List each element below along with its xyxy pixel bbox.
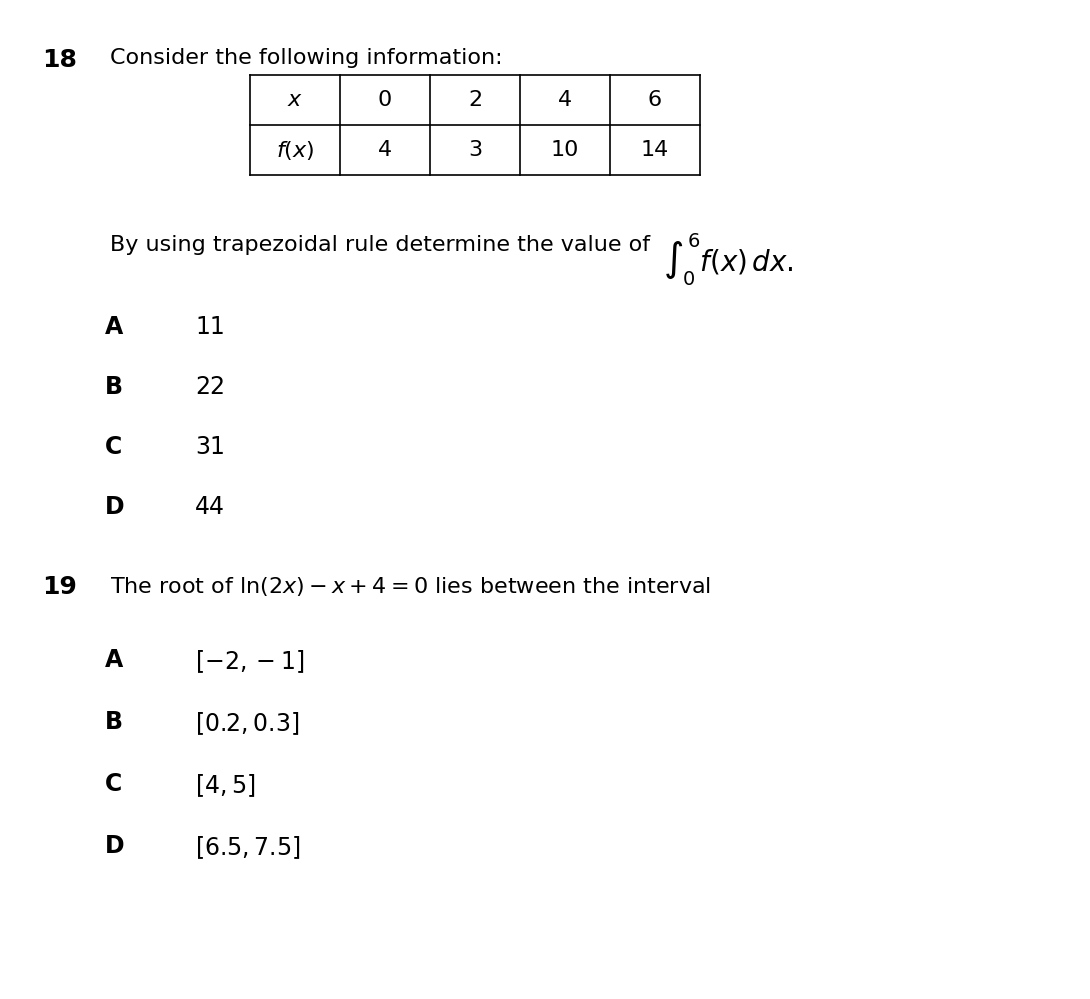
Text: 19: 19 [43,575,77,599]
Text: B: B [105,710,123,734]
Text: By using trapezoidal rule determine the value of: By using trapezoidal rule determine the … [110,235,650,255]
Text: B: B [105,375,123,399]
Text: 14: 14 [641,140,669,160]
Text: $\int_0^6 f(x)\,dx.$: $\int_0^6 f(x)\,dx.$ [663,231,794,288]
Text: A: A [105,648,123,672]
Text: $[4,5]$: $[4,5]$ [195,772,255,799]
Text: 10: 10 [550,140,579,160]
Text: $[-2,-1]$: $[-2,-1]$ [195,648,304,674]
Text: 3: 3 [468,140,482,160]
Text: D: D [105,495,124,519]
Text: 18: 18 [43,48,77,72]
Text: $[6.5,7.5]$: $[6.5,7.5]$ [195,834,301,861]
Text: C: C [105,772,122,796]
Text: C: C [105,435,122,459]
Text: 4: 4 [558,90,572,110]
Text: 31: 31 [195,435,225,459]
Text: Consider the following information:: Consider the following information: [110,48,502,68]
Text: A: A [105,315,123,339]
Text: 4: 4 [378,140,392,160]
Text: 2: 2 [468,90,482,110]
Text: $f(x)$: $f(x)$ [276,139,314,162]
Text: 22: 22 [195,375,225,399]
Text: D: D [105,834,124,858]
Text: $x$: $x$ [287,90,303,110]
Text: 11: 11 [195,315,225,339]
Text: 6: 6 [647,90,662,110]
Text: The root of $\ln(2x)-x+4=0$ lies between the interval: The root of $\ln(2x)-x+4=0$ lies between… [110,575,711,598]
Text: 44: 44 [195,495,225,519]
Text: $[0.2,0.3]$: $[0.2,0.3]$ [195,710,300,737]
Text: 0: 0 [378,90,392,110]
